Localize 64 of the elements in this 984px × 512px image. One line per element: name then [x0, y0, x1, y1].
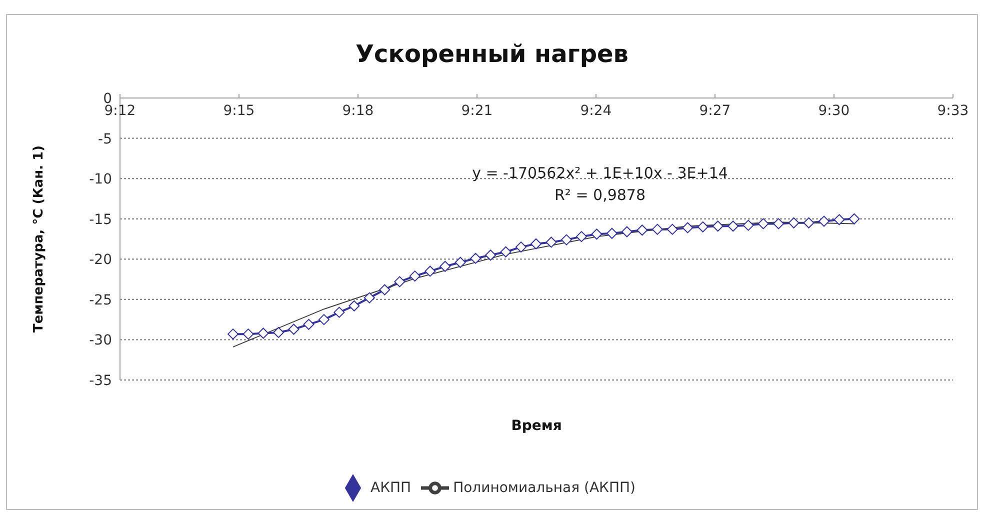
- point: [758, 218, 769, 230]
- point: [546, 236, 557, 248]
- point: [303, 318, 314, 330]
- x-axis-title: Время: [510, 418, 563, 434]
- point: [742, 220, 754, 231]
- point: [803, 217, 814, 228]
- legend-label: АКПП: [370, 480, 412, 496]
- chart-title: Ускоренный нагрев: [354, 40, 630, 68]
- point: [242, 328, 254, 340]
- x-tick-label: 9:15: [223, 103, 255, 119]
- point: [560, 234, 572, 246]
- point: [379, 284, 390, 296]
- annotation: R² = 0,9878: [553, 186, 647, 204]
- point: [409, 270, 420, 282]
- point: [848, 213, 860, 224]
- point: [334, 306, 345, 318]
- x-tick-label: 9:24: [580, 103, 612, 119]
- x-tick-label: 9:12: [104, 103, 136, 119]
- point: [530, 238, 542, 250]
- point: [516, 242, 527, 253]
- y-axis-title: Температура, °C (Кан. 1): [32, 145, 47, 333]
- point: [728, 220, 739, 232]
- point: [773, 218, 784, 230]
- point: [500, 246, 512, 258]
- point: [288, 324, 300, 335]
- point: [394, 276, 406, 288]
- point: [818, 216, 830, 227]
- point: [591, 228, 602, 240]
- point: [364, 292, 375, 304]
- y-tick-label: -35: [89, 372, 112, 389]
- point: [228, 328, 239, 340]
- x-tick-label: 9:33: [937, 103, 969, 119]
- legend-label: Полиномиальная (АКПП): [453, 480, 636, 496]
- point: [636, 224, 648, 236]
- y-tick-label: -30: [89, 332, 112, 349]
- y-tick-label: -10: [89, 172, 112, 188]
- point: [470, 252, 482, 264]
- point: [485, 250, 496, 261]
- point: [348, 300, 360, 312]
- point: [454, 256, 466, 268]
- point: [440, 260, 451, 272]
- point: [576, 231, 587, 242]
- y-tick-label: -15: [89, 212, 112, 228]
- point: [606, 228, 618, 239]
- point: [697, 221, 708, 232]
- x-tick-label: 9:30: [818, 103, 850, 119]
- point: [318, 314, 330, 326]
- point: [652, 224, 663, 235]
- point: [666, 224, 678, 235]
- point: [258, 328, 269, 339]
- y-tick-label: -20: [89, 252, 112, 268]
- x-tick-label: 9:27: [699, 103, 731, 119]
- point: [788, 217, 800, 228]
- y-tick-label: -5: [98, 131, 112, 148]
- point: [273, 326, 284, 338]
- point: [712, 220, 724, 232]
- point: [682, 222, 694, 234]
- point: [834, 214, 845, 226]
- y-tick-label: -25: [89, 292, 112, 308]
- x-tick-label: 9:18: [342, 103, 374, 119]
- annotation: y = -170562x² + 1E+10x - 3E+14: [471, 164, 729, 182]
- x-tick-label: 9:21: [461, 103, 493, 119]
- point: [621, 226, 632, 238]
- point: [424, 266, 436, 277]
